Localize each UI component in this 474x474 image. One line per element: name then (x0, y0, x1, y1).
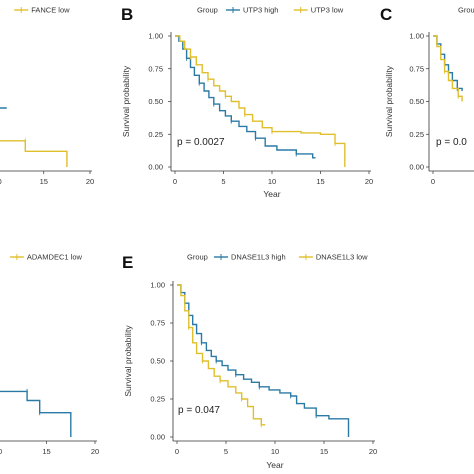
y-tick-label: 0.00 (409, 163, 424, 172)
legend-title: Grou (458, 6, 474, 15)
p-value: p = 0.0 (436, 137, 467, 148)
km-panel-e: 0.00 0.25 0.50 0.75 1.00 0 5 10 15 20 Year Survival… (122, 253, 377, 470)
y-tick-label: 1.00 (150, 281, 165, 290)
km-panel-d: 5101520ighADAMDEC1 low (0, 253, 99, 456)
y-tick-label: 0.75 (148, 64, 163, 73)
legend-entry: DNASE1L3 low (316, 253, 368, 262)
x-tick-label: 10 (0, 447, 2, 456)
y-tick-label: 1.00 (409, 32, 424, 41)
series-line-low (0, 140, 68, 167)
y-axis-label: Survival probability (384, 65, 394, 137)
x-tick-label: 10 (268, 177, 276, 186)
y-tick-label: 0.50 (148, 97, 163, 106)
panel-label: B (121, 5, 133, 24)
x-tick-label: 0 (431, 177, 435, 186)
y-tick-label: 0.75 (150, 319, 165, 328)
y-tick-label: 1.00 (148, 32, 163, 41)
x-tick-label: 20 (91, 447, 99, 456)
x-tick-label: 5 (224, 447, 228, 456)
x-tick-label: 5 (221, 177, 225, 186)
series-line-high (0, 390, 72, 437)
series-line-low (433, 35, 463, 102)
km-panel-b: 0.00 0.25 0.50 0.75 1.00 0 5 10 15 20 Year Survival… (121, 5, 373, 199)
y-axis-label: Survival probability (123, 325, 133, 397)
series-line-high (433, 35, 463, 91)
y-tick-label: 0.00 (148, 163, 163, 172)
x-tick-label: 20 (365, 177, 373, 186)
x-axis-label: Year (266, 460, 283, 470)
km-panel-a: 5101520highFANCE low (0, 6, 94, 186)
x-tick-label: 15 (320, 447, 328, 456)
x-tick-label: 20 (369, 447, 377, 456)
series-line-high (175, 35, 316, 159)
panel-label: E (122, 253, 133, 272)
legend-entry: ADAMDEC1 low (27, 253, 83, 262)
y-tick-label: 0.25 (150, 395, 165, 404)
p-value: p = 0.0027 (177, 137, 225, 148)
series-line-low (177, 284, 266, 426)
x-tick-label: 20 (86, 177, 94, 186)
km-panel-c: 0.00 0.25 0.50 0.75 1.00 0 Survival probabilit… (380, 5, 474, 186)
legend-entry: DNASE1L3 high (231, 253, 286, 262)
legend-entry: FANCE low (31, 6, 70, 15)
x-tick-label: 15 (40, 177, 48, 186)
y-tick-label: 0.00 (150, 433, 165, 442)
y-tick-label: 0.25 (409, 130, 424, 139)
legend-title: Group (197, 6, 218, 15)
p-value: p = 0.047 (178, 405, 220, 416)
y-tick-label: 0.50 (409, 97, 424, 106)
legend-entry: UTP3 high (243, 6, 278, 15)
x-tick-label: 0 (175, 447, 179, 456)
y-tick-label: 0.75 (409, 64, 424, 73)
x-axis-label: Year (263, 189, 280, 199)
x-tick-label: 15 (316, 177, 324, 186)
legend-title: Group (187, 253, 208, 262)
y-axis-label: Survival probability (121, 65, 131, 137)
x-tick-label: 0 (173, 177, 177, 186)
x-tick-label: 15 (42, 447, 50, 456)
y-tick-label: 0.50 (150, 357, 165, 366)
panel-label: C (380, 5, 392, 24)
x-tick-label: 10 (271, 447, 279, 456)
legend-entry: UTP3 low (311, 6, 344, 15)
series-line-low (175, 35, 346, 167)
x-tick-label: 10 (0, 177, 2, 186)
y-tick-label: 0.25 (148, 130, 163, 139)
